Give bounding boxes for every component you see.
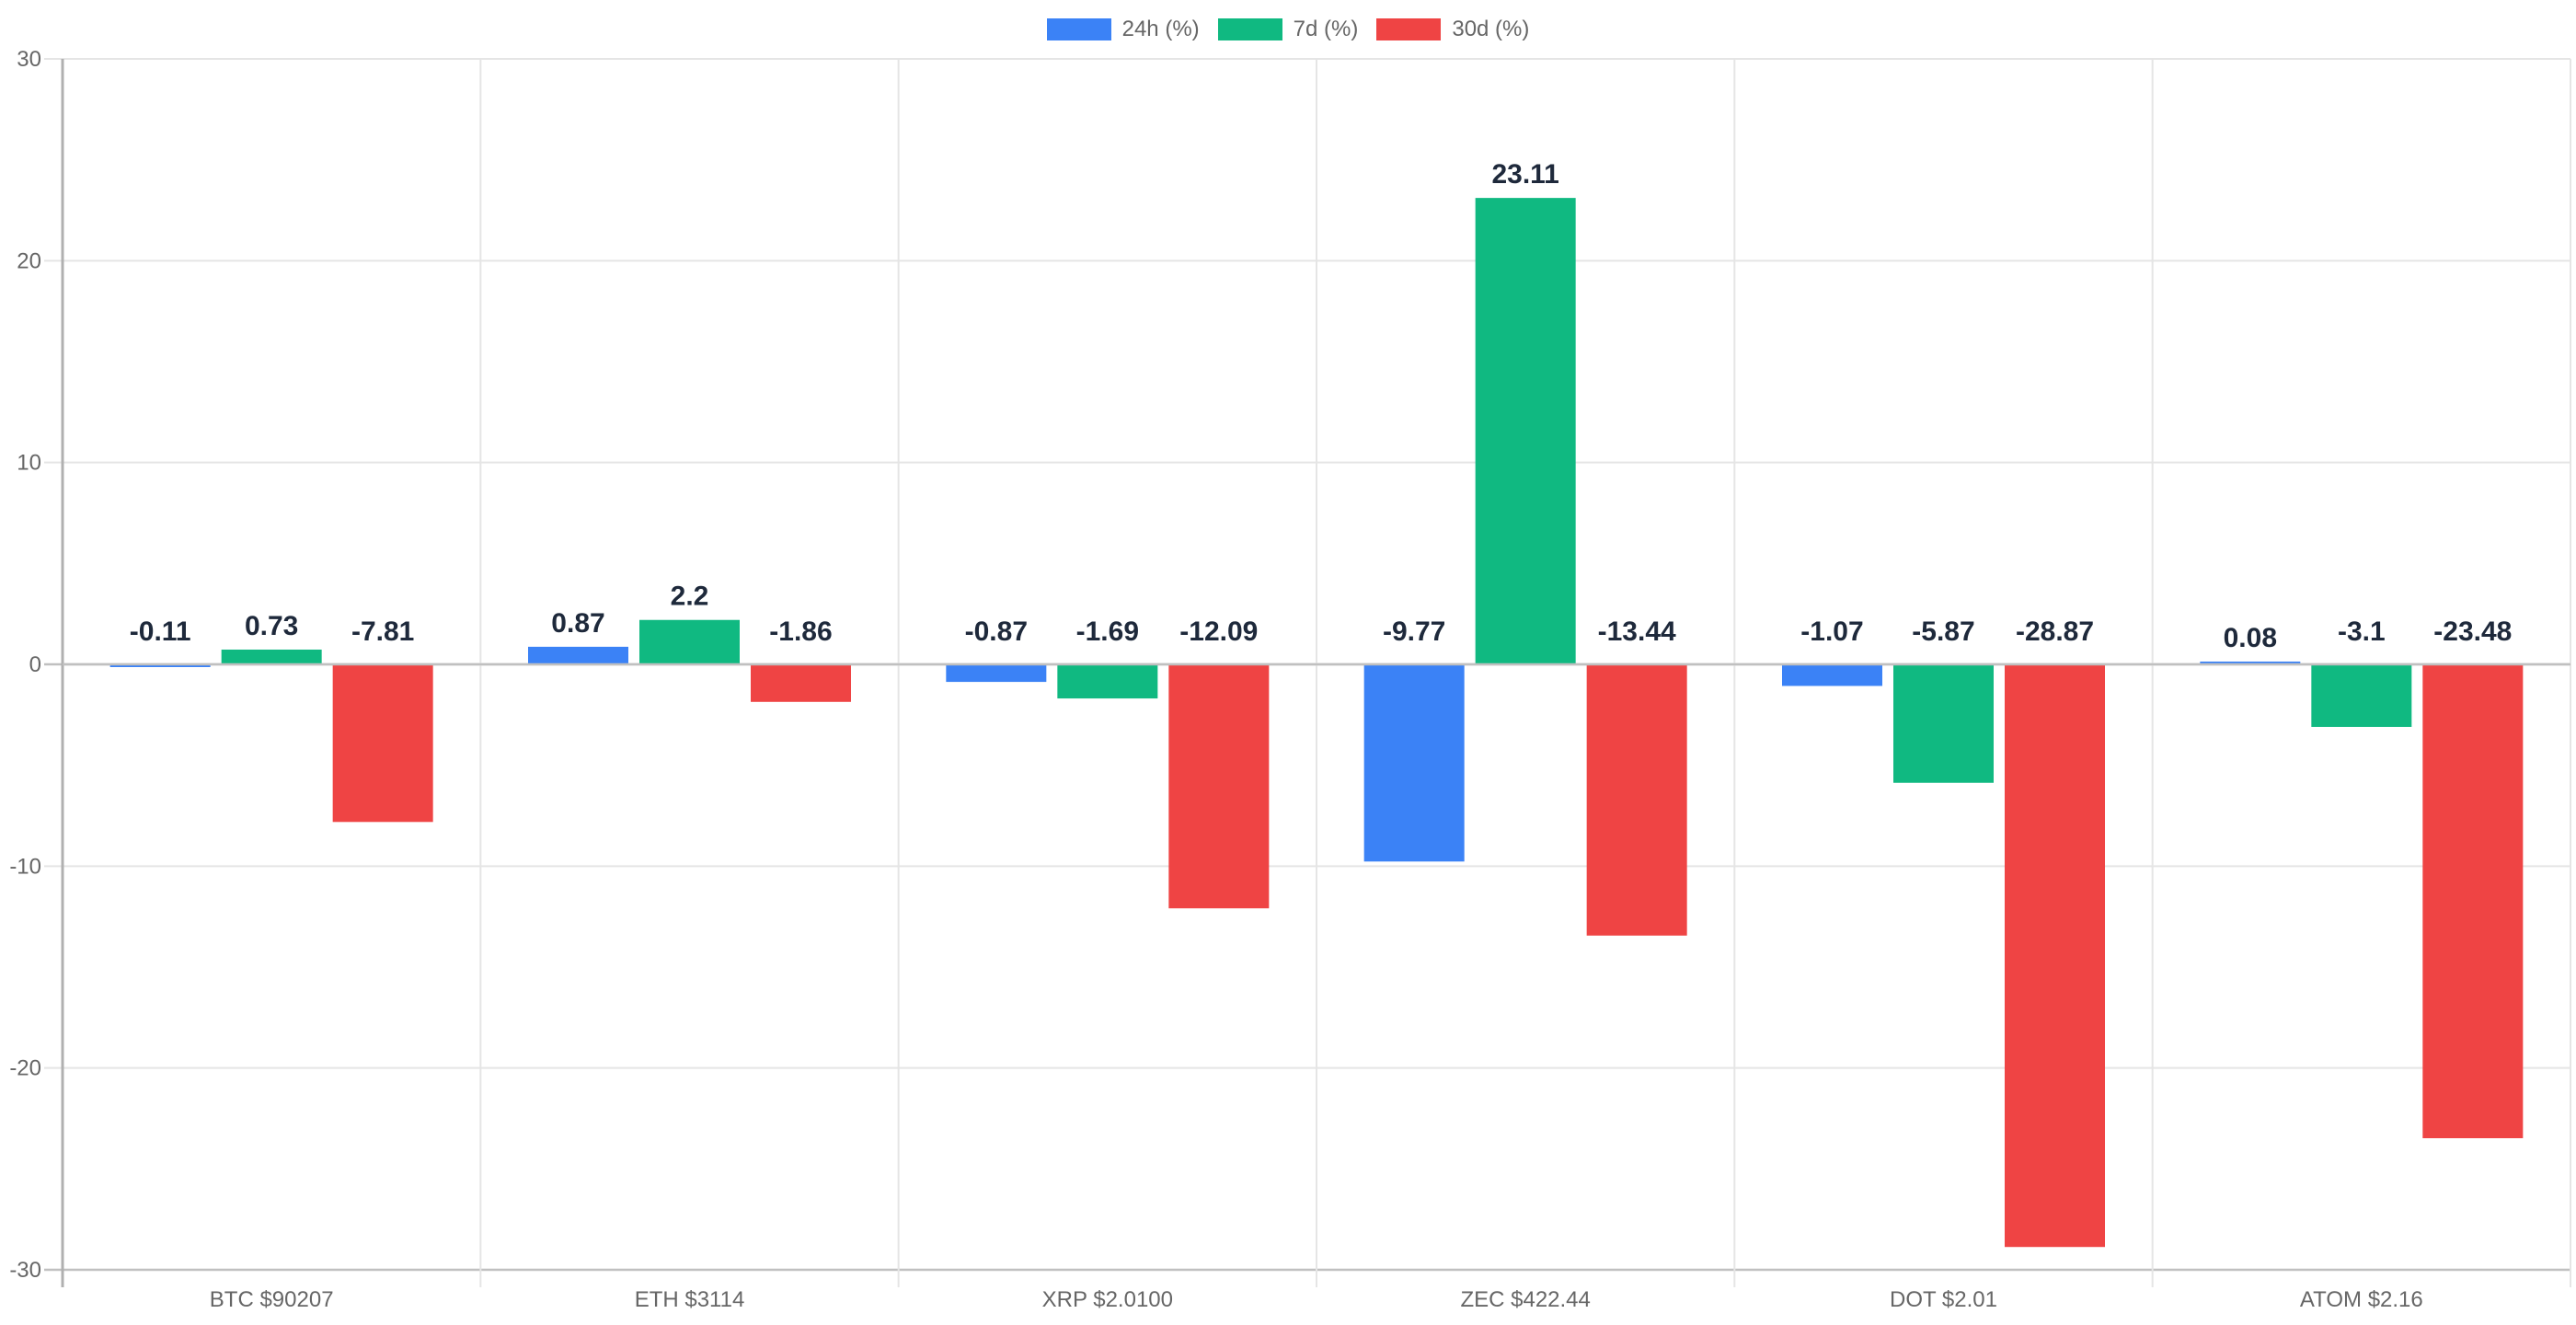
data-label: 2.2 [671,582,709,612]
legend-swatch-24h [1046,18,1111,40]
data-label: -1.69 [1076,616,1139,647]
x-tick-label: ETH $3114 [635,1287,745,1312]
bars [109,198,2524,1248]
bar-atom-2[interactable] [2422,664,2524,1138]
legend-item-30d[interactable]: 30d (%) [1376,18,1529,40]
data-label: 0.87 [551,608,604,639]
bar-zec-0[interactable] [1363,664,1465,862]
data-label: -1.07 [1800,616,1863,647]
y-tick-label: -10 [9,854,41,879]
bar-xrp-0[interactable] [946,664,1047,683]
data-label: -1.86 [769,616,832,647]
data-label: -3.1 [2338,616,2386,647]
data-label: -9.77 [1383,616,1445,647]
bar-xrp-1[interactable] [1057,664,1158,699]
data-label: 0.73 [245,611,298,641]
bar-dot-0[interactable] [1782,664,1882,686]
data-label: -12.09 [1179,616,1258,647]
data-label: -7.81 [351,616,414,647]
y-tick-label: 10 [17,451,41,476]
bar-dot-1[interactable] [1893,664,1994,783]
legend-item-24h[interactable]: 24h (%) [1046,17,1200,41]
data-label: -23.48 [2433,616,2512,647]
data-label: 0.08 [2224,623,2277,653]
bar-eth-1[interactable] [639,619,740,664]
bar-zec-1[interactable] [1475,198,1576,664]
bar-eth-0[interactable] [528,646,628,664]
data-label: -0.87 [965,616,1028,647]
legend-label-30d: 30d (%) [1452,17,1530,41]
legend-item-7d[interactable]: 7d (%) [1217,17,1359,41]
bar-btc-0[interactable] [109,664,211,667]
legend-swatch-30d [1376,18,1442,40]
bar-dot-2[interactable] [2005,664,2105,1248]
bar-zec-2[interactable] [1586,664,1687,936]
y-tick-label: 30 [17,47,41,72]
x-tick-label: DOT $2.01 [1890,1287,1997,1312]
x-tick-label: BTC $90207 [210,1287,334,1312]
y-tick-label: 20 [17,248,41,273]
legend-swatch-7d [1217,18,1282,40]
data-label: -28.87 [2016,616,2094,647]
bar-btc-1[interactable] [221,649,322,664]
data-label: 23.11 [1491,159,1558,190]
bar-btc-2[interactable] [332,664,433,823]
chart-legend: 24h (%) 7d (%) 30d (%) [0,18,2576,40]
axes: 30 20 10 0 -10 -20 -30 BTC $90207 ETH $3114 XRP $… [9,47,2570,1312]
data-label: -0.11 [130,616,191,647]
legend-label-24h: 24h (%) [1121,17,1200,41]
x-tick-label: XRP $2.0100 [1042,1287,1173,1312]
data-labels: -0.11 0.73 -7.81 0.87 2.2 -1.86 -0.87 -1.69 -12.… [130,159,2513,653]
bar-eth-2[interactable] [751,664,851,702]
data-label: -13.44 [1598,616,1676,647]
y-tick-label: 0 [29,652,41,677]
bar-xrp-2[interactable] [1168,664,1270,909]
x-tick-label: ATOM $2.16 [2300,1287,2423,1312]
y-tick-label: -30 [9,1258,41,1283]
x-tick-label: ZEC $422.44 [1460,1287,1590,1312]
bar-atom-1[interactable] [2311,664,2412,727]
y-tick-label: -20 [9,1056,41,1081]
data-label: -5.87 [1912,616,1974,647]
bar-atom-0[interactable] [2200,662,2301,664]
legend-label-7d: 7d (%) [1293,17,1359,41]
